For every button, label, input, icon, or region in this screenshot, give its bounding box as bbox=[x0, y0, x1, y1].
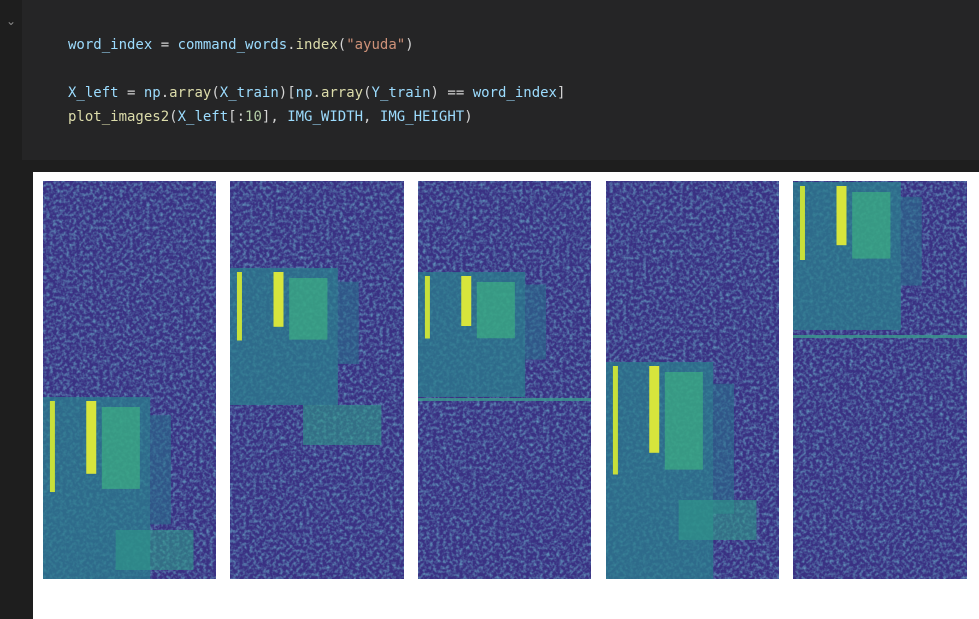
speech-peak bbox=[613, 366, 618, 475]
speech-harmonic bbox=[665, 372, 703, 470]
speech-region bbox=[713, 384, 734, 514]
speech-peak bbox=[86, 401, 96, 474]
speech-peak bbox=[50, 401, 55, 492]
split-line bbox=[418, 398, 591, 401]
speech-peak bbox=[274, 272, 284, 327]
speech-harmonic bbox=[477, 282, 515, 338]
speech-peak bbox=[461, 276, 471, 326]
speech-harmonic bbox=[852, 192, 890, 259]
speech-peak bbox=[837, 186, 847, 245]
speech-peak bbox=[800, 186, 805, 260]
split-line bbox=[793, 335, 967, 338]
speech-region bbox=[901, 197, 922, 286]
speech-region bbox=[338, 282, 359, 364]
speech-tail bbox=[679, 500, 757, 540]
speech-harmonic bbox=[102, 407, 140, 489]
spectrogram-plots bbox=[0, 0, 979, 619]
speech-peak bbox=[237, 272, 242, 341]
speech-harmonic bbox=[289, 278, 327, 340]
speech-region bbox=[525, 285, 546, 360]
speech-peak bbox=[649, 366, 659, 453]
speech-peak bbox=[425, 276, 430, 339]
speech-tail bbox=[116, 530, 194, 570]
speech-region bbox=[150, 415, 171, 524]
page: ⌄ word_index = command_words.index("ayud… bbox=[0, 0, 979, 619]
speech-tail bbox=[303, 405, 381, 445]
